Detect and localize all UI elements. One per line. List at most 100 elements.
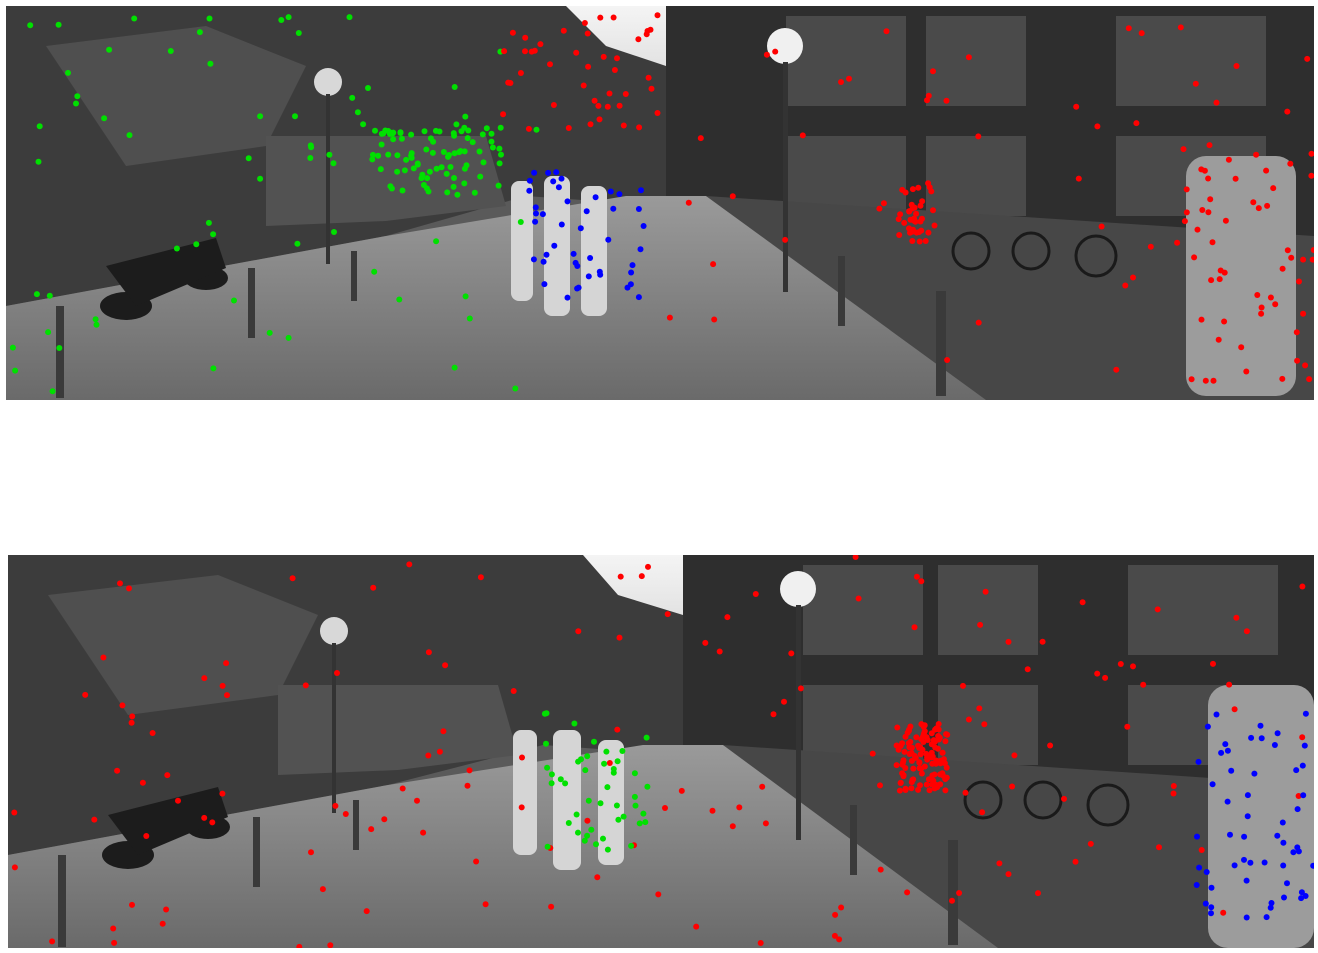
feature-point [1009,783,1016,790]
feature-point [565,820,572,826]
feature-point [1203,869,1210,875]
feature-point [1295,793,1302,799]
feature-point [126,585,132,592]
feature-point [897,211,904,218]
feature-point [1243,628,1250,635]
feature-point [1213,99,1220,106]
feature-point [1255,205,1262,212]
feature-point [915,742,922,749]
feature-point [106,46,113,53]
feature-point [1238,344,1245,351]
feature-point [654,12,661,19]
feature-point [1284,880,1290,887]
feature-point [1261,859,1268,866]
feature-point [573,811,580,818]
feature-point [35,158,42,165]
feature-point [1072,858,1079,865]
feature-point [522,48,528,55]
tree-highlights [48,575,318,715]
feature-point [477,574,484,581]
feature-point [518,804,525,811]
feature-point [501,48,508,55]
feature-point [543,251,550,258]
feature-point [1061,795,1067,802]
feature-point [544,764,551,771]
feature-point [450,183,457,190]
feature-point [420,829,427,836]
feature-point [666,314,673,321]
feature-point [597,14,604,21]
feature-point [611,67,618,73]
feature-point [1308,150,1314,157]
feature-point [266,329,273,336]
feature-point [1073,103,1080,110]
feature-point [729,823,736,830]
feature-point [1222,741,1229,748]
feature-point [616,102,623,109]
feature-point [917,202,924,209]
feature-point [543,740,549,747]
feature-point [640,810,647,817]
bottom-scene [8,555,1314,948]
feature-point [424,175,431,182]
feature-point [918,721,925,728]
feature-point [607,188,614,195]
feature-point [224,692,230,699]
feature-point [36,123,43,130]
feature-point [702,639,709,646]
feature-point [624,284,631,291]
feature-point [369,156,376,163]
feature-point [533,210,539,217]
feature-point [926,787,933,794]
feature-point [632,802,639,809]
feature-point [836,936,843,943]
feature-point [616,191,623,198]
feature-point [555,184,562,191]
feature-point [962,789,969,796]
feature-point [697,135,704,142]
feature-point [27,22,34,29]
feature-point [1254,292,1261,298]
feature-point [100,654,107,661]
feature-point [1181,218,1188,225]
feature-point [1198,316,1205,323]
lamp-posts [320,571,816,840]
feature-point [433,165,440,172]
feature-point [934,784,941,791]
feature-point [488,130,495,137]
feature-point [894,724,901,731]
feature-point [906,208,913,215]
feature-point [397,129,404,136]
feature-point [477,173,484,180]
feature-point [558,175,565,182]
feature-point [451,175,457,181]
feature-point [114,767,121,774]
feature-point [349,94,356,101]
feature-point [925,776,932,783]
feature-point [797,685,804,692]
feature-point [906,225,912,232]
feature-point [716,648,723,655]
feature-point [257,113,264,120]
feature-point [1247,859,1254,866]
feature-point [601,760,608,767]
feature-point [908,757,915,764]
feature-point [899,761,906,768]
feature-point [709,807,716,814]
feature-point [55,21,62,28]
feature-point [635,294,642,301]
feature-point [131,15,138,22]
feature-point [1213,711,1220,718]
feature-point [1279,265,1286,272]
feature-point [430,138,437,145]
feature-point [440,728,447,735]
feature-point [526,187,533,194]
feature-point [1299,762,1306,769]
feature-point [911,752,918,759]
feature-point [550,102,557,108]
feature-point [584,817,591,824]
feature-point [838,79,844,85]
feature-point [497,124,504,131]
feature-point [902,189,909,196]
feature-point [11,809,18,816]
